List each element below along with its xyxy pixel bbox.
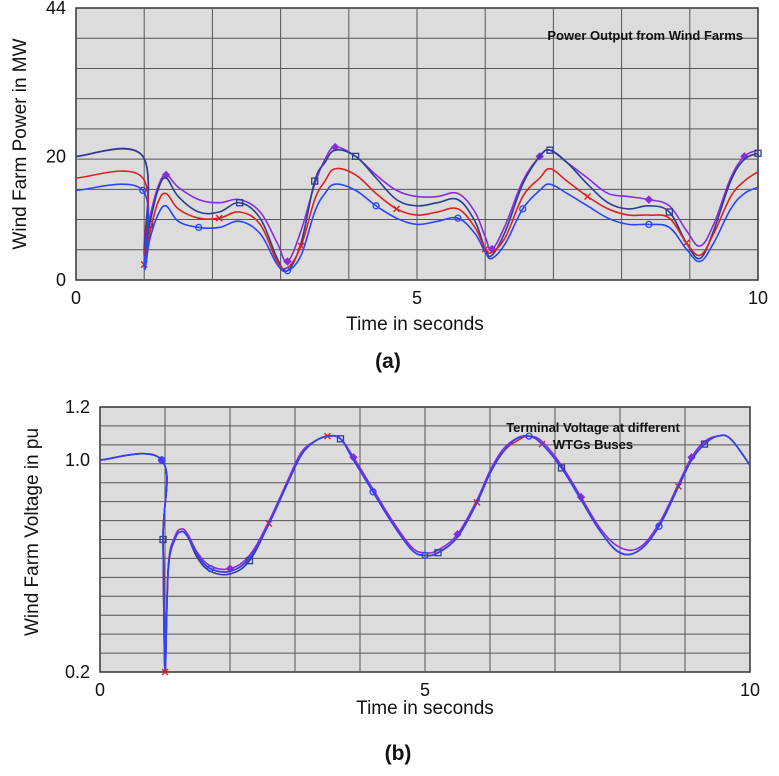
data-point-x [393,205,401,213]
y-tick-label: 1.2 [65,397,90,417]
x-tick-label: 5 [420,680,430,700]
chart-annotation: Power Output from Wind Farms [547,28,743,43]
data-point-circle [372,202,380,210]
series-line [76,147,758,273]
x-tick-label: 0 [95,680,105,700]
data-point-circle [525,432,533,440]
y-tick-label: 20 [46,146,66,166]
x-tick-label: 0 [71,288,81,308]
series-line [100,434,750,671]
series-line [76,183,758,273]
chart-caption: (b) [385,742,412,765]
y-tick-label: 44 [46,0,66,18]
x-tick-label: 10 [740,680,760,700]
data-point-circle [519,205,527,213]
data-point-circle [421,551,429,560]
data-point-x [682,239,690,247]
data-point-square [351,152,360,161]
data-point-square [546,146,554,154]
data-point-x [215,214,223,222]
chart-annotation: WTGs Buses [553,437,633,452]
series-line [76,167,758,270]
chart-caption: (a) [375,350,401,373]
data-point-circle [195,223,203,232]
x-tick-label: 10 [748,288,768,308]
data-point-square [311,177,319,185]
x-axis-label: Time in seconds [356,698,494,719]
y-axis-label: Wind Farm Voltage in pu [22,428,43,636]
x-axis-label: Time in seconds [346,314,484,335]
chart-b: 0 5 10 0.2 1.0 1.2 Time in seconds Wind Farm Vo… [22,397,760,765]
data-point-square [665,208,673,216]
data-point-diamond [644,195,654,204]
chart-a: 0 5 10 0 20 44 Time in seconds Wind Farm Power … [10,0,768,373]
data-point-square [336,435,345,443]
data-point-circle [139,186,147,195]
data-point-circle [454,214,462,222]
data-point-square [754,149,762,157]
data-point-x [584,193,591,201]
data-point-circle [645,220,653,229]
data-point-square [236,199,244,207]
chart-annotation: Terminal Voltage at different [506,420,680,435]
series-line [100,434,750,668]
data-point-square [434,549,442,557]
data-point-circle [655,522,663,530]
data-point-circle [206,565,215,573]
y-tick-label: 0.2 [65,662,90,682]
data-point-square [700,440,709,448]
data-point-circle [283,267,292,275]
y-tick-label: 0 [56,270,66,290]
y-tick-label: 1.0 [65,450,90,470]
y-axis-label: Wind Farm Power in MW [10,38,31,249]
data-point-circle [158,456,166,464]
data-point-circle [369,488,377,496]
data-point-diamond [283,257,292,266]
data-point-square [557,464,566,472]
x-tick-label: 5 [412,288,422,308]
data-point-square [146,220,154,229]
data-point-x [161,668,169,676]
